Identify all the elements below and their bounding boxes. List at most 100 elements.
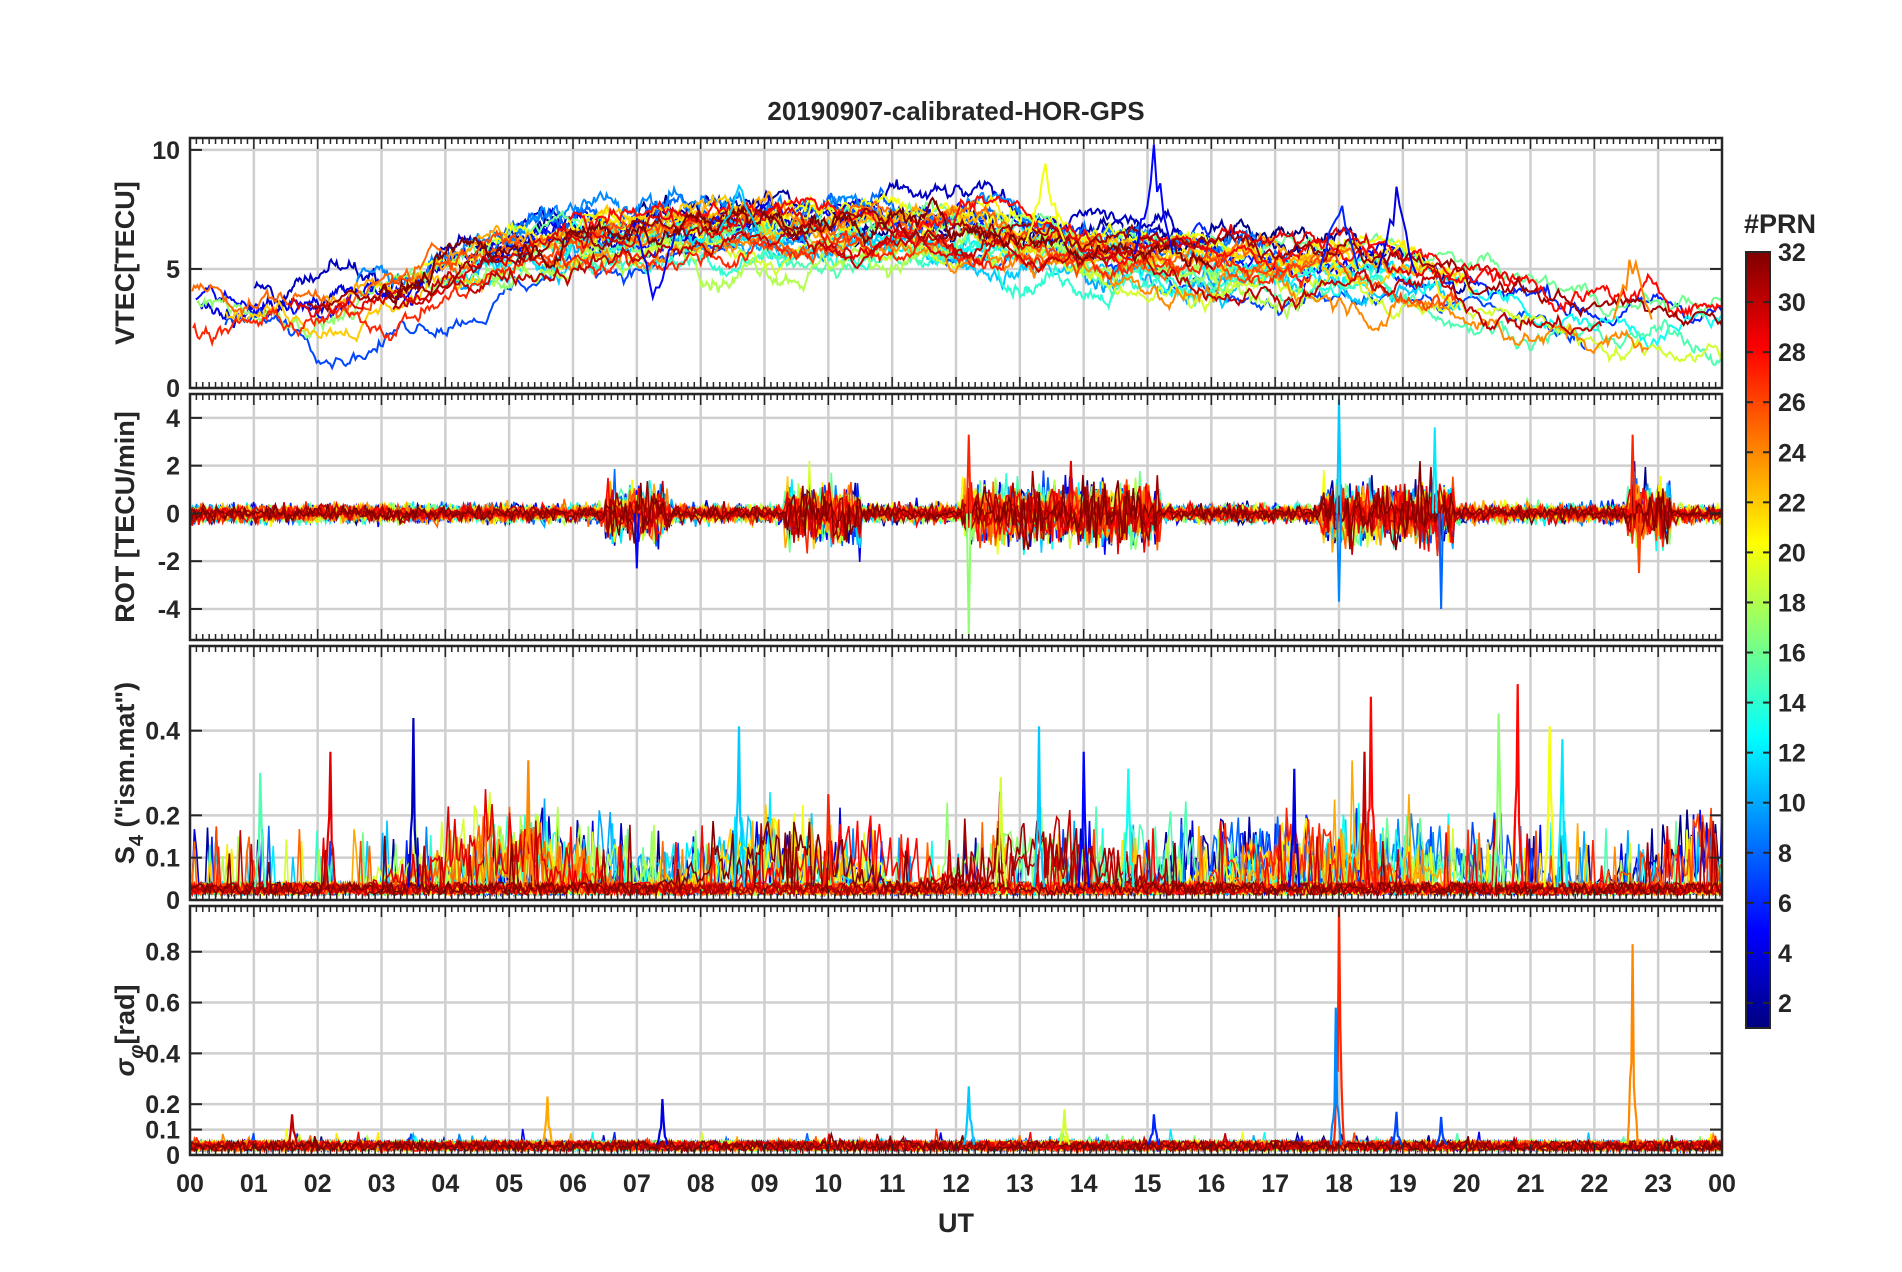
y-tick-label: 0.4 — [145, 1040, 180, 1068]
rot-series-prn-32 — [190, 461, 1722, 551]
vtec-series-prn-5 — [195, 197, 1398, 323]
x-tick-label: 19 — [1389, 1170, 1417, 1198]
colorbar-tick-label: 24 — [1778, 439, 1806, 467]
colorbar-tick-label: 6 — [1778, 890, 1792, 918]
y-label-sub: 4 — [126, 834, 148, 846]
y-tick-label: 0.8 — [145, 939, 180, 967]
s4-spike — [1543, 726, 1556, 888]
panel-frame — [188, 904, 1724, 1157]
colorbar-tick-label: 32 — [1778, 239, 1806, 267]
series-group — [191, 144, 1722, 371]
s4-spike — [1511, 684, 1524, 888]
rot-spike — [1431, 427, 1438, 514]
x-axis: 00 01 02 03 04 05 06 07 08 09 10 11 12 13 14 15 16 17 18 19… — [176, 1170, 1736, 1198]
rot-spike — [1336, 513, 1342, 602]
x-tick-label: 18 — [1325, 1170, 1353, 1198]
sigma_phi-spike — [962, 1086, 975, 1146]
panel-frame — [188, 392, 1724, 642]
panel-vtec: 0 5 10 VTEC[TECU] — [110, 136, 1724, 403]
x-axis-label: UT — [938, 1208, 974, 1238]
y-axis-label-sigma_phi: σφ[rad] — [110, 985, 148, 1077]
x-tick-label: 08 — [687, 1170, 715, 1198]
y-label-sub: φ — [126, 1045, 148, 1059]
y-tick-label: -4 — [158, 596, 180, 624]
y-label-rest: ("ism.mat") — [110, 682, 140, 835]
colorbar-tick-label: 18 — [1778, 589, 1806, 617]
y-tick-label: 0.4 — [145, 718, 180, 746]
vtec-series-prn-19 — [542, 233, 1722, 364]
y-tick-label: 4 — [166, 405, 180, 433]
x-tick-label: 03 — [368, 1170, 396, 1198]
x-tick-label: 12 — [942, 1170, 970, 1198]
colorbar-tick-label: 10 — [1778, 790, 1806, 818]
rot-spike — [1438, 513, 1445, 609]
vtec-series-prn-30 — [392, 227, 1603, 336]
x-tick-label: 11 — [879, 1170, 906, 1198]
y-tick-label: 0.6 — [145, 990, 180, 1018]
x-tick-label: 15 — [1134, 1170, 1162, 1198]
colorbar-tick-label: 14 — [1778, 690, 1806, 718]
y-axis-label-rot: ROT [TECU/min] — [110, 411, 140, 622]
panel-frame — [188, 136, 1724, 390]
s4-spike — [732, 726, 746, 888]
x-tick-label: 05 — [495, 1170, 523, 1198]
x-tick-label: 09 — [751, 1170, 779, 1198]
rot-spike — [633, 513, 640, 569]
x-tick-label: 21 — [1517, 1170, 1545, 1198]
colorbar-tick-label: 2 — [1778, 990, 1792, 1018]
y-axis-label-vtec: VTEC[TECU] — [110, 181, 140, 345]
colorbar-tick-label: 26 — [1778, 389, 1806, 417]
y-tick-label: 0.2 — [145, 802, 180, 830]
s4-spike — [1358, 751, 1371, 888]
vtec-spike — [718, 183, 760, 231]
y-tick-label: 2 — [166, 453, 180, 481]
colorbar-label: #PRN — [1744, 209, 1816, 239]
s4-spike — [1364, 696, 1378, 888]
x-tick-label: 01 — [240, 1170, 268, 1198]
panel-sigma_phi: 00.10.2 0.4 0.6 0.8 σφ[rad] — [110, 904, 1724, 1170]
rot-spike — [1636, 513, 1642, 574]
x-tick-label: 14 — [1070, 1170, 1098, 1198]
colorbar-tick-label: 4 — [1778, 940, 1792, 968]
y-tick-label: 0.1 — [145, 845, 180, 873]
sigma_phi-spike — [656, 1099, 669, 1146]
s4-spike — [324, 751, 337, 888]
x-tick-label: 17 — [1261, 1170, 1289, 1198]
rot-spike — [965, 434, 972, 514]
y-tick-label: 0.2 — [145, 1091, 180, 1119]
y-tick-label: 0 — [166, 500, 180, 528]
s4-spike — [1288, 768, 1301, 888]
x-tick-label: 00 — [1708, 1170, 1736, 1198]
colorbar-tick-label: 16 — [1778, 640, 1806, 668]
x-tick-label: 10 — [814, 1170, 842, 1198]
s4-spike — [522, 760, 535, 888]
vtec-spike — [1376, 186, 1417, 274]
panel-s4: 00.10.20.4S4 ("ism.mat") — [110, 644, 1724, 915]
y-label-main: S — [110, 846, 140, 864]
x-tick-label: 16 — [1197, 1170, 1225, 1198]
panel-frame — [188, 644, 1724, 902]
x-tick-label: 13 — [1006, 1170, 1034, 1198]
sigma_phi-spike — [1058, 1109, 1071, 1146]
y-label-rest: [rad] — [110, 985, 140, 1045]
vtec-spike — [1025, 163, 1066, 242]
colorbar-tick-label: 22 — [1778, 489, 1806, 517]
chart-title: 20190907-calibrated-HOR-GPS — [767, 96, 1144, 126]
series-group — [190, 398, 1722, 638]
vtec-series-prn-27 — [192, 230, 1312, 348]
sigma_phi-spike — [1626, 944, 1639, 1145]
colorbar-tick-label: 20 — [1778, 539, 1806, 567]
s4-spike — [1122, 768, 1135, 888]
s4-spike — [254, 772, 267, 888]
x-tick-label: 06 — [559, 1170, 587, 1198]
s4-spike — [1492, 713, 1505, 888]
panel-rot: -4 -2 0 2 4 ROT [TECU/min] — [110, 392, 1724, 642]
y-tick-label: 5 — [166, 256, 180, 284]
sigma_phi-spike — [1435, 1116, 1448, 1146]
y-tick-label: -2 — [158, 548, 180, 576]
rot-spike — [1067, 460, 1074, 514]
vtec-spike — [1318, 205, 1360, 270]
